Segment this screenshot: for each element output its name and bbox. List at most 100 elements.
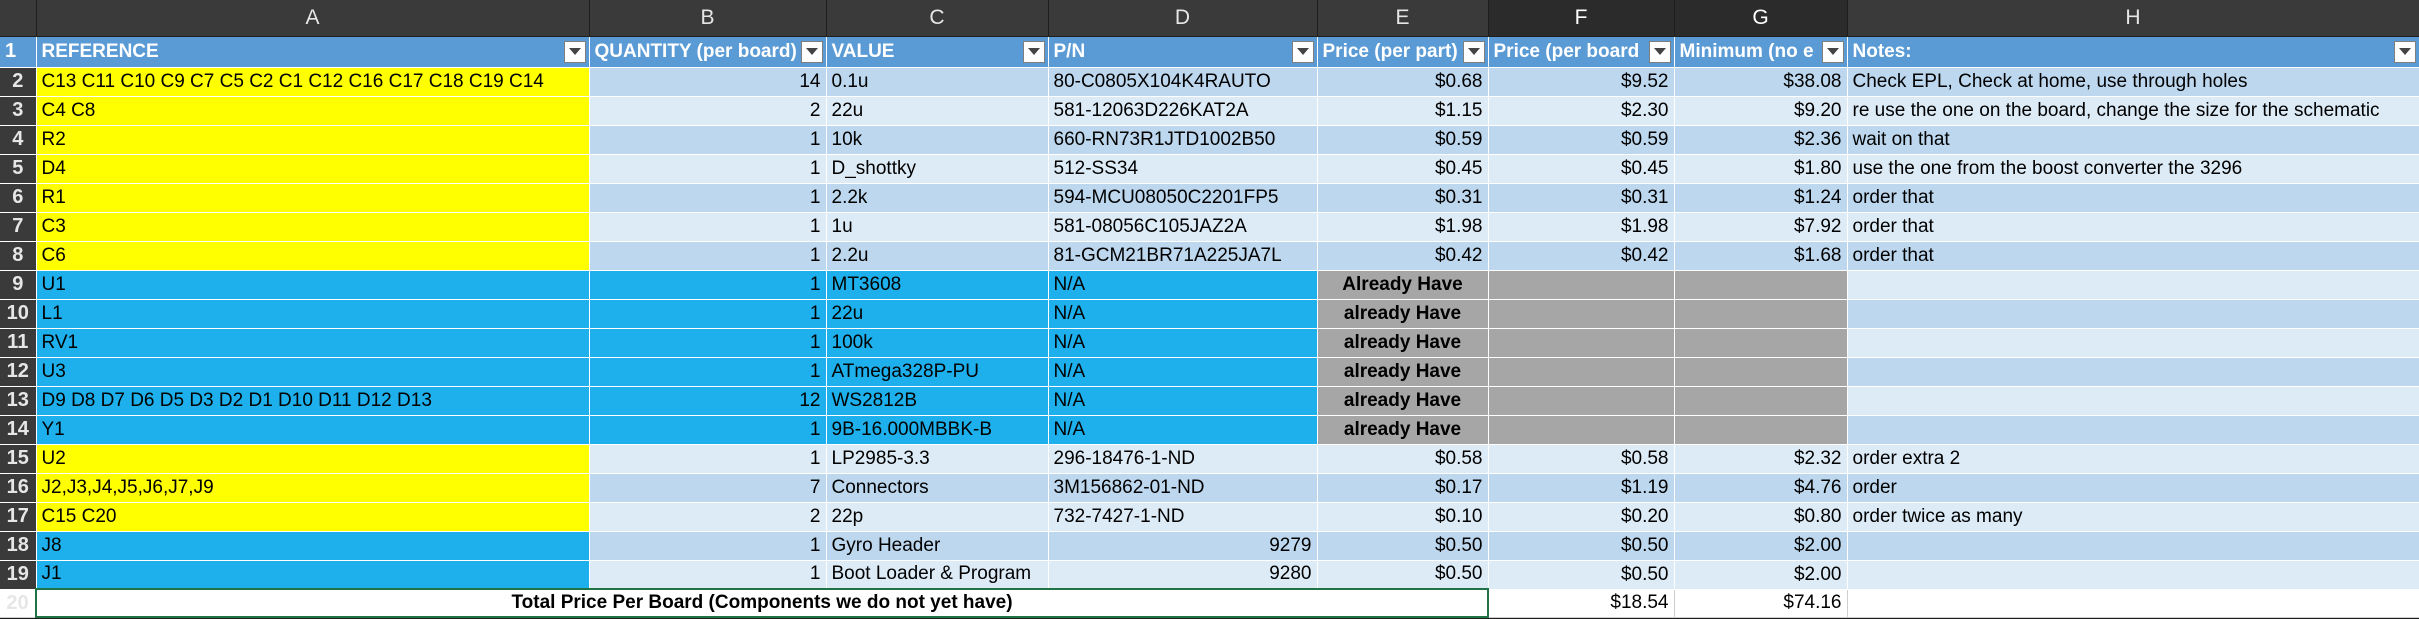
total-minimum-cell[interactable]: $74.16 <box>1674 589 1848 618</box>
minimum-cell[interactable]: $7.92 <box>1674 212 1848 242</box>
notes-cell[interactable] <box>1847 299 2419 329</box>
value-cell[interactable]: 100k <box>826 328 1049 358</box>
row-number[interactable]: 20 <box>0 589 37 618</box>
value-cell[interactable]: WS2812B <box>826 386 1049 416</box>
minimum-cell[interactable] <box>1674 386 1848 416</box>
price-board-cell[interactable] <box>1488 415 1675 445</box>
price-board-cell[interactable]: $0.20 <box>1488 502 1675 532</box>
column-header-b[interactable]: B <box>589 0 827 37</box>
reference-cell[interactable]: R2 <box>36 125 590 155</box>
pn-cell[interactable]: 9280 <box>1048 560 1318 590</box>
quantity-cell[interactable]: 1 <box>589 328 827 358</box>
reference-cell[interactable]: C15 C20 <box>36 502 590 532</box>
pn-cell[interactable]: N/A <box>1048 415 1318 445</box>
price-board-cell[interactable] <box>1488 386 1675 416</box>
row-number[interactable]: 9 <box>0 270 37 300</box>
price-board-cell[interactable]: $1.98 <box>1488 212 1675 242</box>
value-cell[interactable]: 22u <box>826 96 1049 126</box>
minimum-cell[interactable]: $1.68 <box>1674 241 1848 271</box>
value-cell[interactable]: 2.2u <box>826 241 1049 271</box>
price-part-cell[interactable]: $0.50 <box>1317 560 1489 590</box>
value-cell[interactable]: MT3608 <box>826 270 1049 300</box>
pn-cell[interactable]: 581-08056C105JAZ2A <box>1048 212 1318 242</box>
price-part-cell[interactable]: $0.50 <box>1317 531 1489 561</box>
minimum-cell[interactable]: $1.80 <box>1674 154 1848 184</box>
price-board-cell[interactable] <box>1488 328 1675 358</box>
minimum-cell[interactable] <box>1674 357 1848 387</box>
pn-cell[interactable]: N/A <box>1048 299 1318 329</box>
reference-cell[interactable]: C13 C11 C10 C9 C7 C5 C2 C1 C12 C16 C17 C… <box>36 67 590 97</box>
header-minimum[interactable]: Minimum (no e <box>1674 36 1848 68</box>
pn-cell[interactable]: 296-18476-1-ND <box>1048 444 1318 474</box>
value-cell[interactable]: 22p <box>826 502 1049 532</box>
header-price-board[interactable]: Price (per board <box>1488 36 1675 68</box>
column-header-d[interactable]: D <box>1048 0 1318 37</box>
value-cell[interactable]: Connectors <box>826 473 1049 503</box>
reference-cell[interactable]: Y1 <box>36 415 590 445</box>
reference-cell[interactable]: R1 <box>36 183 590 213</box>
row-number[interactable]: 8 <box>0 241 37 271</box>
column-header-e[interactable]: E <box>1317 0 1489 37</box>
row-number[interactable]: 7 <box>0 212 37 242</box>
price-board-cell[interactable]: $0.58 <box>1488 444 1675 474</box>
price-part-cell[interactable]: already Have <box>1317 415 1489 445</box>
notes-cell[interactable]: order extra 2 <box>1847 444 2419 474</box>
quantity-cell[interactable]: 2 <box>589 502 827 532</box>
reference-cell[interactable]: D4 <box>36 154 590 184</box>
pn-cell[interactable]: 594-MCU08050C2201FP5 <box>1048 183 1318 213</box>
filter-dropdown-icon[interactable] <box>563 40 586 63</box>
pn-cell[interactable]: N/A <box>1048 328 1318 358</box>
reference-cell[interactable]: J2,J3,J4,J5,J6,J7,J9 <box>36 473 590 503</box>
value-cell[interactable]: 10k <box>826 125 1049 155</box>
price-part-cell[interactable]: $0.31 <box>1317 183 1489 213</box>
filter-dropdown-icon[interactable] <box>1022 40 1045 63</box>
value-cell[interactable]: 1u <box>826 212 1049 242</box>
filter-dropdown-icon[interactable] <box>1291 40 1314 63</box>
price-board-cell[interactable]: $0.42 <box>1488 241 1675 271</box>
value-cell[interactable]: 9B-16.000MBBK-B <box>826 415 1049 445</box>
notes-cell[interactable]: wait on that <box>1847 125 2419 155</box>
price-part-cell[interactable]: $0.68 <box>1317 67 1489 97</box>
header-value[interactable]: VALUE <box>826 36 1049 68</box>
minimum-cell[interactable]: $4.76 <box>1674 473 1848 503</box>
filter-dropdown-icon[interactable] <box>1462 40 1485 63</box>
price-part-cell[interactable]: already Have <box>1317 386 1489 416</box>
value-cell[interactable]: Gyro Header <box>826 531 1049 561</box>
notes-cell[interactable] <box>1847 415 2419 445</box>
price-part-cell[interactable]: $0.45 <box>1317 154 1489 184</box>
reference-cell[interactable]: U3 <box>36 357 590 387</box>
reference-cell[interactable]: J8 <box>36 531 590 561</box>
quantity-cell[interactable]: 1 <box>589 241 827 271</box>
row-number[interactable]: 1 <box>0 36 37 68</box>
empty-cell[interactable] <box>1847 589 2419 618</box>
pn-cell[interactable]: 81-GCM21BR71A225JA7L <box>1048 241 1318 271</box>
price-part-cell[interactable]: $1.15 <box>1317 96 1489 126</box>
notes-cell[interactable]: order twice as many <box>1847 502 2419 532</box>
header-reference[interactable]: REFERENCE <box>36 36 590 68</box>
price-part-cell[interactable]: already Have <box>1317 299 1489 329</box>
price-part-cell[interactable]: $0.17 <box>1317 473 1489 503</box>
minimum-cell[interactable]: $2.00 <box>1674 560 1848 590</box>
quantity-cell[interactable]: 1 <box>589 357 827 387</box>
pn-cell[interactable]: 9279 <box>1048 531 1318 561</box>
filter-dropdown-icon[interactable] <box>1821 40 1844 63</box>
row-number[interactable]: 4 <box>0 125 37 155</box>
reference-cell[interactable]: C4 C8 <box>36 96 590 126</box>
pn-cell[interactable]: N/A <box>1048 386 1318 416</box>
reference-cell[interactable]: C3 <box>36 212 590 242</box>
value-cell[interactable]: D_shottky <box>826 154 1049 184</box>
total-label-cell[interactable]: Total Price Per Board (Components we do … <box>35 588 1489 618</box>
value-cell[interactable]: 0.1u <box>826 67 1049 97</box>
notes-cell[interactable] <box>1847 386 2419 416</box>
notes-cell[interactable] <box>1847 357 2419 387</box>
column-header-h[interactable]: H <box>1847 0 2419 37</box>
price-board-cell[interactable]: $0.31 <box>1488 183 1675 213</box>
value-cell[interactable]: LP2985-3.3 <box>826 444 1049 474</box>
minimum-cell[interactable] <box>1674 299 1848 329</box>
select-all-corner[interactable] <box>0 0 37 37</box>
quantity-cell[interactable]: 14 <box>589 67 827 97</box>
filter-dropdown-icon[interactable] <box>800 40 823 63</box>
notes-cell[interactable] <box>1847 328 2419 358</box>
header-quantity[interactable]: QUANTITY (per board) <box>589 36 827 68</box>
price-board-cell[interactable]: $2.30 <box>1488 96 1675 126</box>
